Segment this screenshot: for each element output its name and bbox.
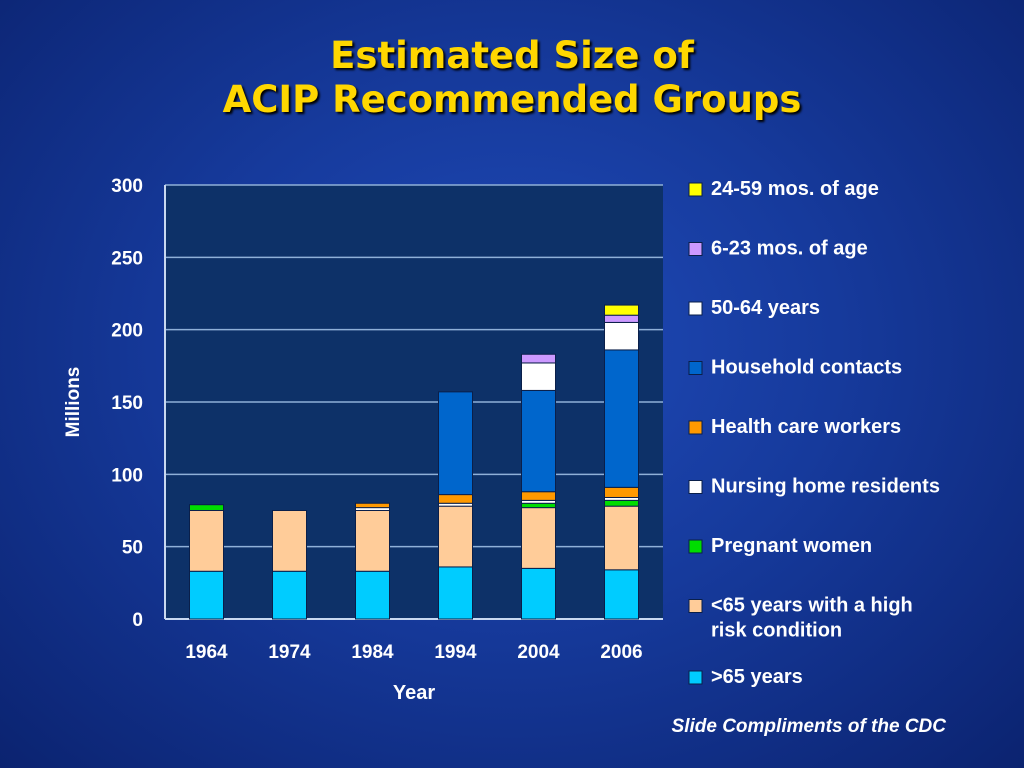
bar-segment (272, 570, 307, 620)
bar-segment (604, 505, 639, 571)
x-tick-label: 1964 (185, 642, 228, 663)
legend-label: Health care workers (711, 416, 901, 438)
legend-swatch (688, 420, 703, 435)
legend-label: 24-59 mos. of age (711, 178, 879, 200)
legend-swatch (688, 301, 703, 316)
bar-segment (521, 502, 556, 509)
bar-segment (604, 321, 639, 351)
slide-title: Estimated Size of ACIP Recommended Group… (0, 34, 1024, 122)
bar-segment (189, 570, 224, 620)
legend-swatch (688, 182, 703, 197)
bar-segment (438, 505, 473, 568)
bar-segment (355, 510, 390, 572)
legend-label: 6-23 mos. of age (711, 238, 868, 260)
legend-label: Household contacts (711, 357, 902, 379)
bar-segment (604, 304, 639, 316)
legend-swatch (688, 539, 703, 554)
bar-segment (189, 504, 224, 512)
legend-swatch (688, 480, 703, 494)
legend-label: >65 years (711, 666, 803, 688)
bar-segment (355, 570, 390, 620)
bar-segment (521, 362, 556, 391)
y-tick-label: 0 (132, 610, 143, 631)
legend-label: 50-64 years (711, 297, 820, 319)
title-line-1: Estimated Size of (330, 34, 694, 77)
legend-label: <65 years with a high risk condition (711, 595, 913, 642)
x-tick-label: 1974 (268, 642, 311, 663)
y-tick-label: 50 (122, 538, 143, 559)
y-tick-label: 300 (111, 176, 143, 197)
slide-credit: Slide Compliments of the CDC (671, 716, 946, 737)
legend-label: Pregnant women (711, 535, 872, 557)
bar-segment (604, 349, 639, 488)
bar-segment (521, 567, 556, 620)
y-tick-label: 150 (111, 393, 143, 414)
legend-swatch (688, 242, 703, 256)
bar-segment (272, 510, 307, 572)
x-axis-title: Year (393, 682, 435, 704)
legend-swatch (688, 670, 703, 685)
title-line-2: ACIP Recommended Groups (222, 78, 802, 121)
bar-segment (189, 510, 224, 572)
legend-swatch (688, 599, 703, 613)
bar-segment (604, 486, 639, 498)
bar-segment (604, 314, 639, 323)
y-tick-label: 100 (111, 465, 143, 486)
x-tick-label: 1984 (351, 642, 394, 663)
x-tick-label: 2004 (517, 642, 560, 663)
bar-segment (521, 353, 556, 364)
bar-segment (521, 507, 556, 569)
y-axis-title: Millions (63, 367, 84, 438)
bar-segment (438, 494, 473, 504)
bar-segment (438, 566, 473, 620)
bar-segment (355, 502, 390, 509)
bar-segment (604, 499, 639, 507)
y-tick-label: 200 (111, 321, 143, 342)
y-tick-label: 250 (111, 248, 143, 269)
bar-segment (438, 391, 473, 496)
legend-label: Nursing home residents (711, 476, 940, 498)
bar-segment (521, 389, 556, 493)
x-tick-label: 2006 (600, 642, 642, 663)
x-tick-label: 1994 (434, 642, 477, 663)
bar-segment (604, 569, 639, 620)
legend-swatch (688, 361, 703, 375)
bar-segment (521, 491, 556, 501)
